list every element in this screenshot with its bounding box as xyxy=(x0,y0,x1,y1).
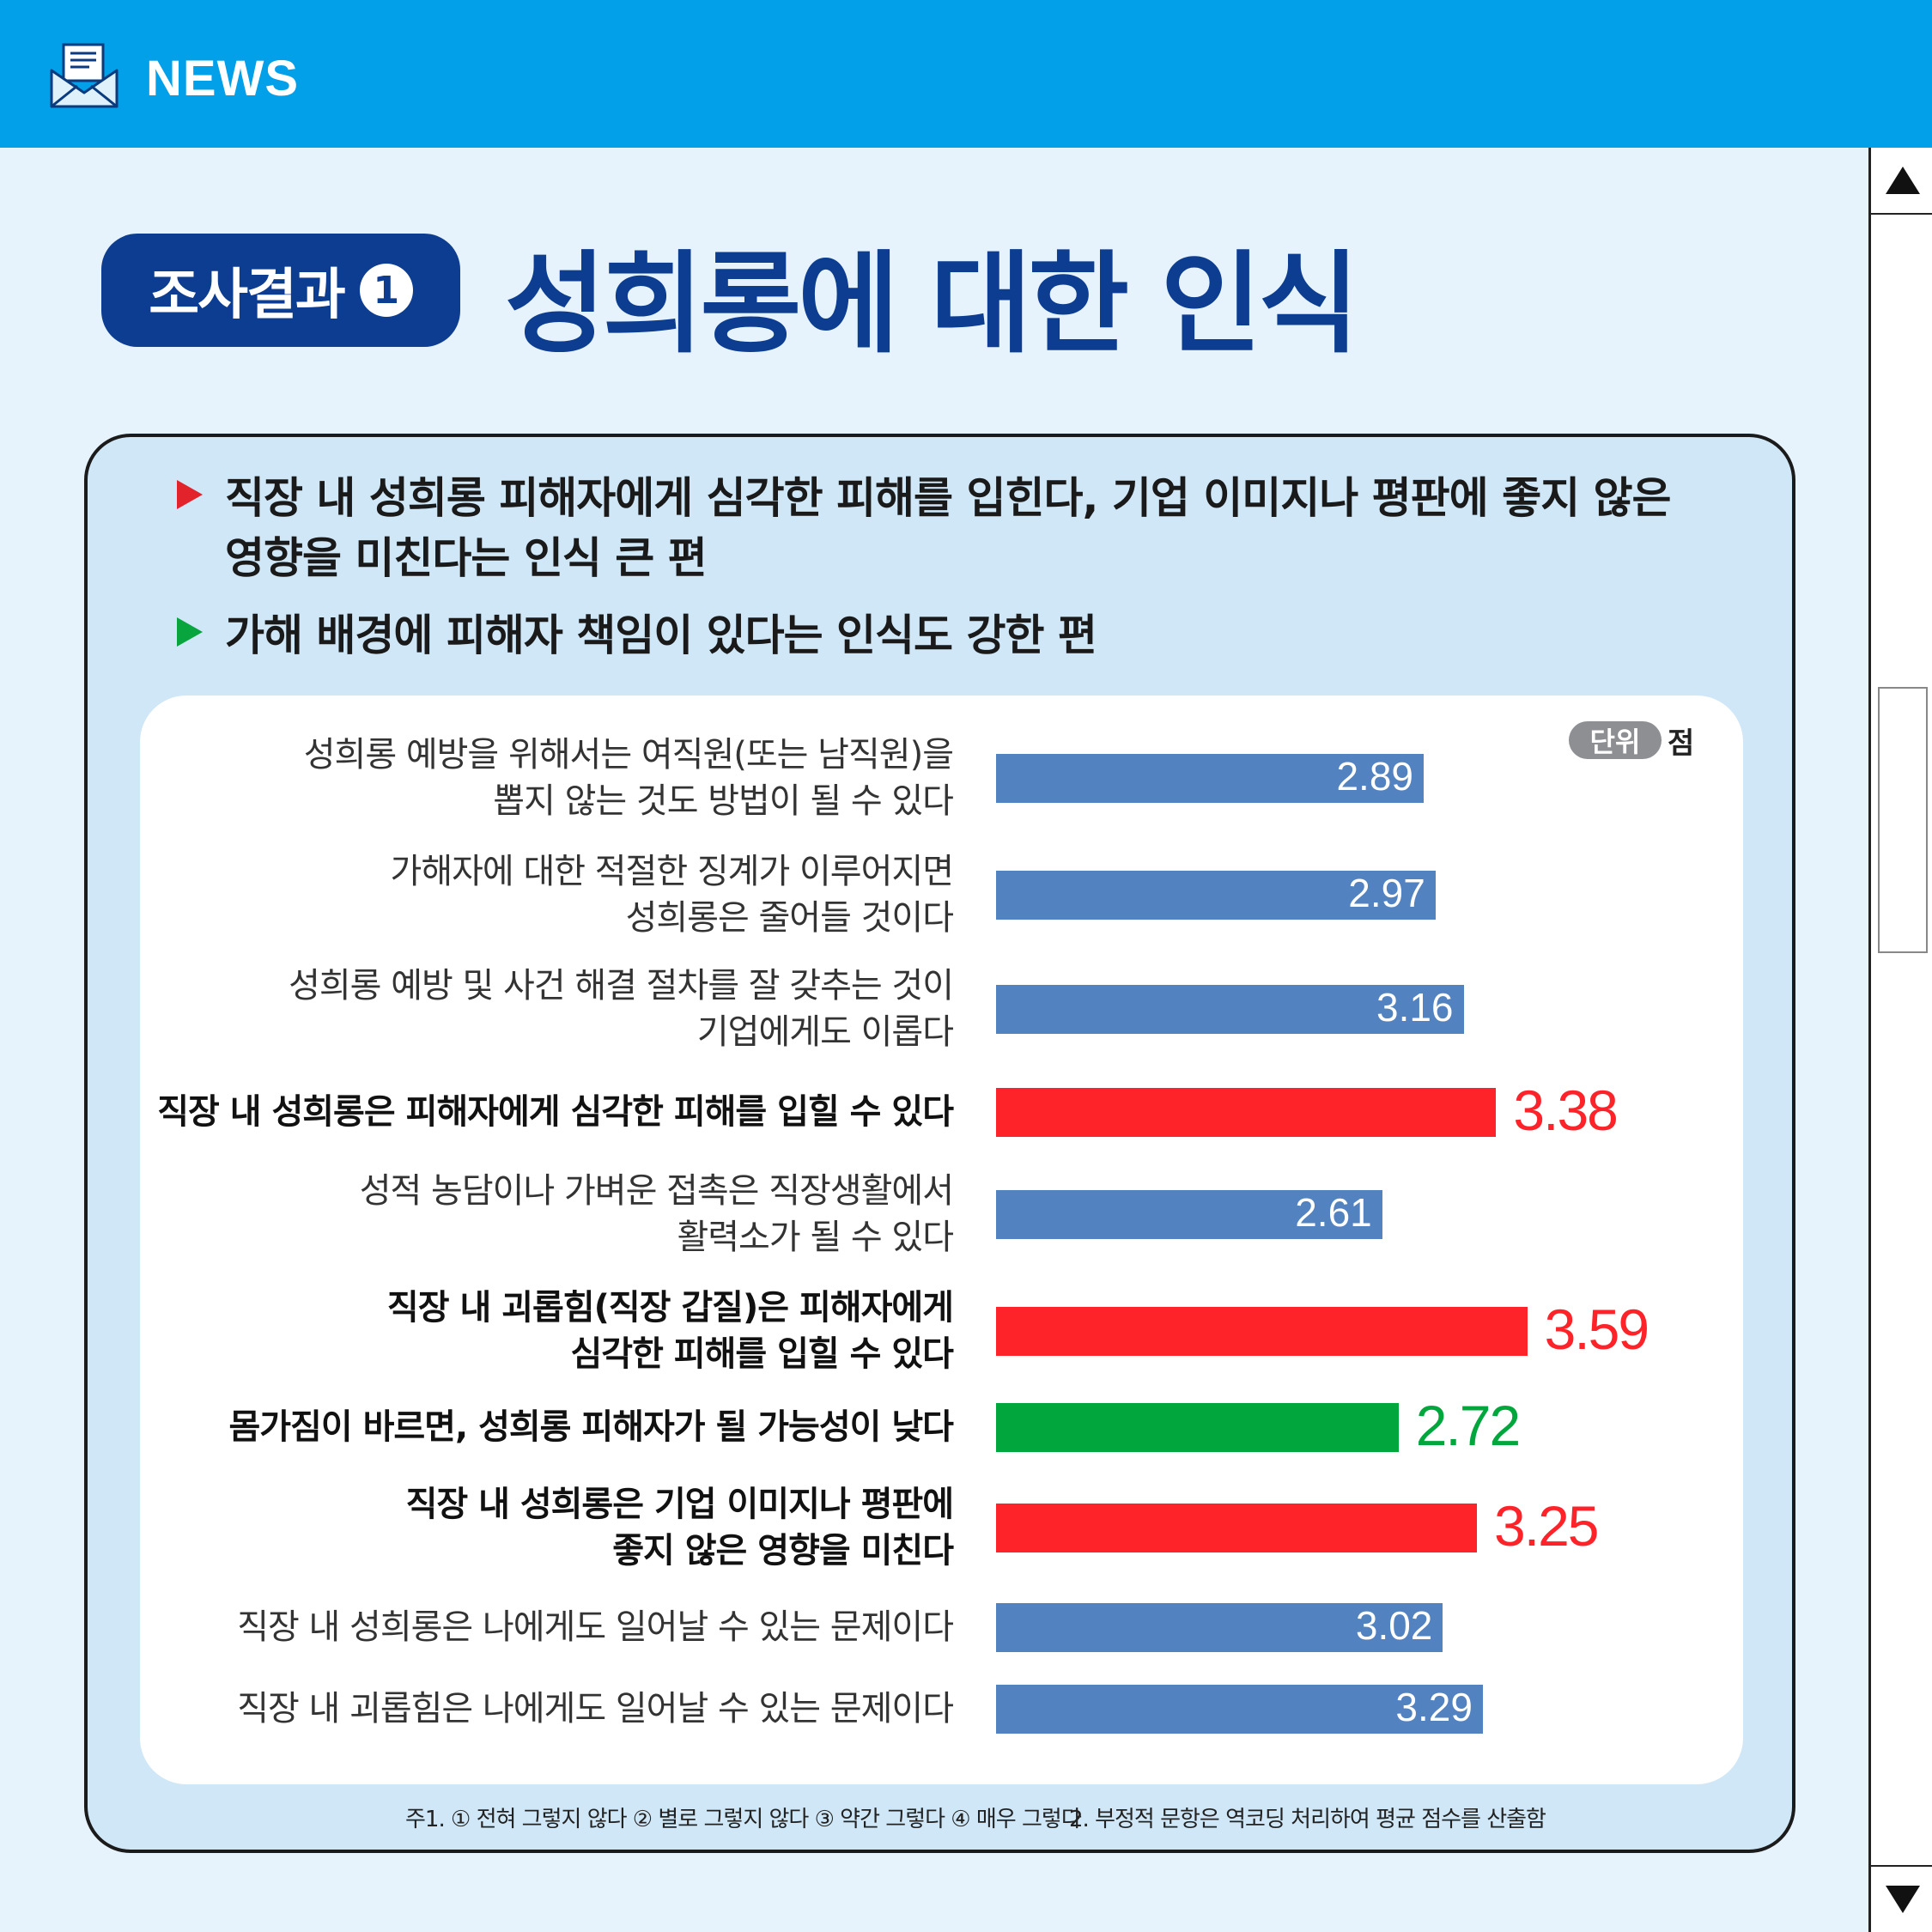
category-label-2: 가해자에 대한 적절한 징계가 이루어지면 성희롱은 줄어들 것이다 xyxy=(390,852,954,938)
section-number: 1 xyxy=(359,264,413,317)
value-label-3: 3.16 xyxy=(1376,985,1454,1030)
bullet-2: 가해 배경에 피해자 책임이 있다는 인식도 강한 편 xyxy=(177,605,1719,665)
section-label: 조사결과 xyxy=(149,264,346,327)
category-label-7: 몸가짐이 바르면, 성희롱 피해자가 될 가능성이 낮다 xyxy=(228,1407,954,1447)
bar-2 xyxy=(996,870,1436,920)
chart-area xyxy=(140,696,1743,1784)
bar-7 xyxy=(996,1402,1399,1452)
unit-badge: 단위 xyxy=(1569,721,1662,759)
page-title: 성희롱에 대한 인식 xyxy=(505,240,1359,368)
category-label-8: 직장 내 성희롱은 기업 이미지나 평판에 좋지 않은 영향을 미친다 xyxy=(405,1485,954,1571)
category-label-5: 성적 농담이나 가벼운 접촉은 직장생활에서 활력소가 될 수 있다 xyxy=(359,1171,954,1257)
vertical-scrollbar[interactable] xyxy=(1868,148,1932,1932)
value-label-2: 2.97 xyxy=(1348,871,1425,915)
section-badge: 조사결과 1 xyxy=(101,234,460,347)
value-label-6: 3.59 xyxy=(1544,1297,1649,1361)
category-label-10: 직장 내 괴롭힘은 나에게도 일어날 수 있는 문제이다 xyxy=(237,1689,954,1728)
bar-4 xyxy=(996,1087,1497,1137)
bar-3 xyxy=(996,984,1464,1034)
category-label-1: 성희롱 예방을 위해서는 여직원(또는 남직원)을 뽑지 않는 것도 방법이 될… xyxy=(303,735,954,821)
category-label-9: 직장 내 성희롱은 나에게도 일어날 수 있는 문제이다 xyxy=(237,1607,954,1647)
bar-5 xyxy=(996,1189,1382,1239)
footnote-1: 주1. ① 전혀 그렇지 않다 ② 별로 그렇지 않다 ③ 약간 그렇다 ④ 매… xyxy=(405,1807,1082,1832)
value-label-9: 3.02 xyxy=(1355,1603,1433,1648)
value-label-8: 3.25 xyxy=(1494,1494,1599,1558)
bullet-2-text: 가해 배경에 피해자 책임이 있다는 인식도 강한 편 xyxy=(225,611,1097,660)
scroll-up-button[interactable] xyxy=(1871,148,1932,215)
bar-10 xyxy=(996,1684,1483,1734)
value-label-7: 2.72 xyxy=(1415,1394,1521,1457)
scroll-down-button[interactable] xyxy=(1871,1865,1932,1932)
value-label-4: 3.38 xyxy=(1513,1078,1618,1142)
unit-value: 점 xyxy=(1668,726,1695,761)
value-label-5: 2.61 xyxy=(1295,1190,1372,1235)
bullet-1-text: 직장 내 성희롱 피해자에게 심각한 피해를 입힌다, 기업 이미지나 평판에 … xyxy=(225,473,1671,583)
envelope-newspaper-icon xyxy=(50,43,118,108)
category-label-4: 직장 내 성희롱은 피해자에게 심각한 피해를 입힐 수 있다 xyxy=(157,1092,954,1132)
bar-1 xyxy=(996,753,1424,803)
bar-8 xyxy=(996,1503,1478,1552)
footnote-2: 2. 부정적 문항은 역코딩 처리하여 평균 점수를 산출함 xyxy=(1069,1807,1546,1832)
bar-9 xyxy=(996,1602,1443,1652)
category-label-6: 직장 내 괴롭힘(직장 갑질)은 피해자에게 심각한 피해를 입힐 수 있다 xyxy=(386,1288,954,1374)
triangle-down-icon xyxy=(1886,1886,1920,1913)
red-triangle-icon xyxy=(177,480,203,509)
scroll-thumb[interactable] xyxy=(1878,687,1928,953)
green-triangle-icon xyxy=(177,617,203,647)
bar-6 xyxy=(996,1306,1528,1356)
top-bar: NEWS xyxy=(0,0,1932,148)
value-label-10: 3.29 xyxy=(1395,1685,1473,1729)
category-label-3: 성희롱 예방 및 사건 해결 절차를 잘 갖추는 것이 기업에게도 이롭다 xyxy=(289,966,954,1052)
bullet-1: 직장 내 성희롱 피해자에게 심각한 피해를 입힌다, 기업 이미지나 평판에 … xyxy=(177,468,1719,588)
value-label-1: 2.89 xyxy=(1336,754,1413,799)
news-label: NEWS xyxy=(146,51,299,106)
triangle-up-icon xyxy=(1886,167,1920,194)
